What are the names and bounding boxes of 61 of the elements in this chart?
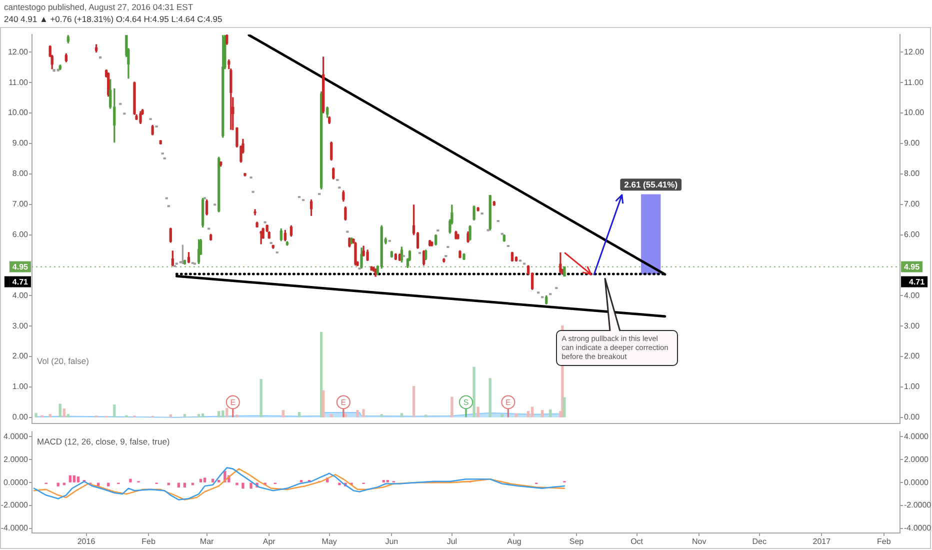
y2-tick-label: 2.0000 <box>904 454 930 464</box>
y2-tick-label: 12.00 <box>904 47 925 56</box>
x-tick-label: Feb <box>142 537 156 546</box>
x-tick-label: 2017 <box>812 537 832 546</box>
data-label: E <box>230 398 236 407</box>
y-tick-label: 3.00 <box>12 321 29 330</box>
x-tick-label: Feb <box>877 537 892 546</box>
y2-tick-label: 9.00 <box>904 138 920 148</box>
y2-tick-label: 8.00 <box>904 169 920 178</box>
y2-tick-label: 4.00 <box>904 290 920 300</box>
y2-tick-label: 2.00 <box>904 352 920 361</box>
x-tick-label: Nov <box>692 537 706 546</box>
y2-tick-label: 1.00 <box>904 382 920 392</box>
ref-line-label: 4.95 <box>12 262 29 272</box>
y-tick-label: 7.00 <box>12 200 29 209</box>
y2-tick-label: -4.0000 <box>904 524 932 533</box>
y-tick-label: 6.00 <box>12 230 29 239</box>
y2-tick-label: 11.00 <box>904 78 924 87</box>
x-tick-label: Oct <box>630 537 644 546</box>
y-tick-label: 8.00 <box>12 169 29 178</box>
chart-title: cantestogo published, August 27, 2016 04:31 EST <box>4 1 194 13</box>
y2-tick-label: 7.00 <box>904 200 920 209</box>
y2-tick-label: 3.00 <box>904 321 920 330</box>
data-label: S <box>463 398 469 407</box>
y2-tick-label: -2.0000 <box>904 500 932 510</box>
x-tick-label: Dec <box>752 537 766 546</box>
y2-tick-label: 0.0000 <box>904 478 930 487</box>
y-tick-label: 9.00 <box>12 138 29 148</box>
data-label: E <box>340 398 346 407</box>
y-tick-label: -4.0000 <box>0 524 29 533</box>
y-tick-label: 10.00 <box>8 108 29 118</box>
y-tick-label: 1.00 <box>12 382 29 392</box>
text: 4.71 <box>908 277 925 286</box>
x-tick-label: Aug <box>507 537 522 546</box>
x-tick-label: 2016 <box>77 537 96 546</box>
x-tick-label: Sep <box>569 537 584 546</box>
y-tick-label: -2.0000 <box>0 500 29 510</box>
y2-tick-label: 0.00 <box>904 412 920 422</box>
x-tick-label: Mar <box>200 537 214 546</box>
legend-label: 4.71 <box>12 277 29 286</box>
y-tick-label: 4.0000 <box>4 432 29 441</box>
chart-subtitle: 240 4.91 ▲ +0.76 (+18.31%) O:4.64 H:4.95 L:4.64 C:4.95 <box>4 13 222 25</box>
y-tick-label: 12.00 <box>8 47 29 56</box>
y2-tick-label: 10.00 <box>904 108 925 118</box>
y-tick-label: 0.0000 <box>4 478 29 487</box>
text: 4.95 <box>904 262 920 272</box>
y-tick-label: 0.00 <box>12 412 29 422</box>
text: MACD (12, 26, close, 9, false, true) <box>37 436 170 446</box>
x-tick-label: Jun <box>385 537 398 546</box>
y-tick-label: 4.00 <box>12 290 29 300</box>
x-tick-label: Apr <box>262 537 276 546</box>
annotation: Vol (20, false) <box>37 356 90 366</box>
y-tick-label: 2.0000 <box>4 454 29 464</box>
y2-tick-label: 6.00 <box>904 230 920 239</box>
data-label: 2.61 (55.41%) <box>624 179 678 190</box>
y-tick-label: 11.00 <box>8 78 29 87</box>
data-label: E <box>506 398 511 407</box>
x-tick-label: May <box>322 537 337 546</box>
x-tick-label: Jul <box>446 537 458 546</box>
y2-tick-label: 4.0000 <box>904 432 930 441</box>
y-tick-label: 2.00 <box>12 352 29 361</box>
